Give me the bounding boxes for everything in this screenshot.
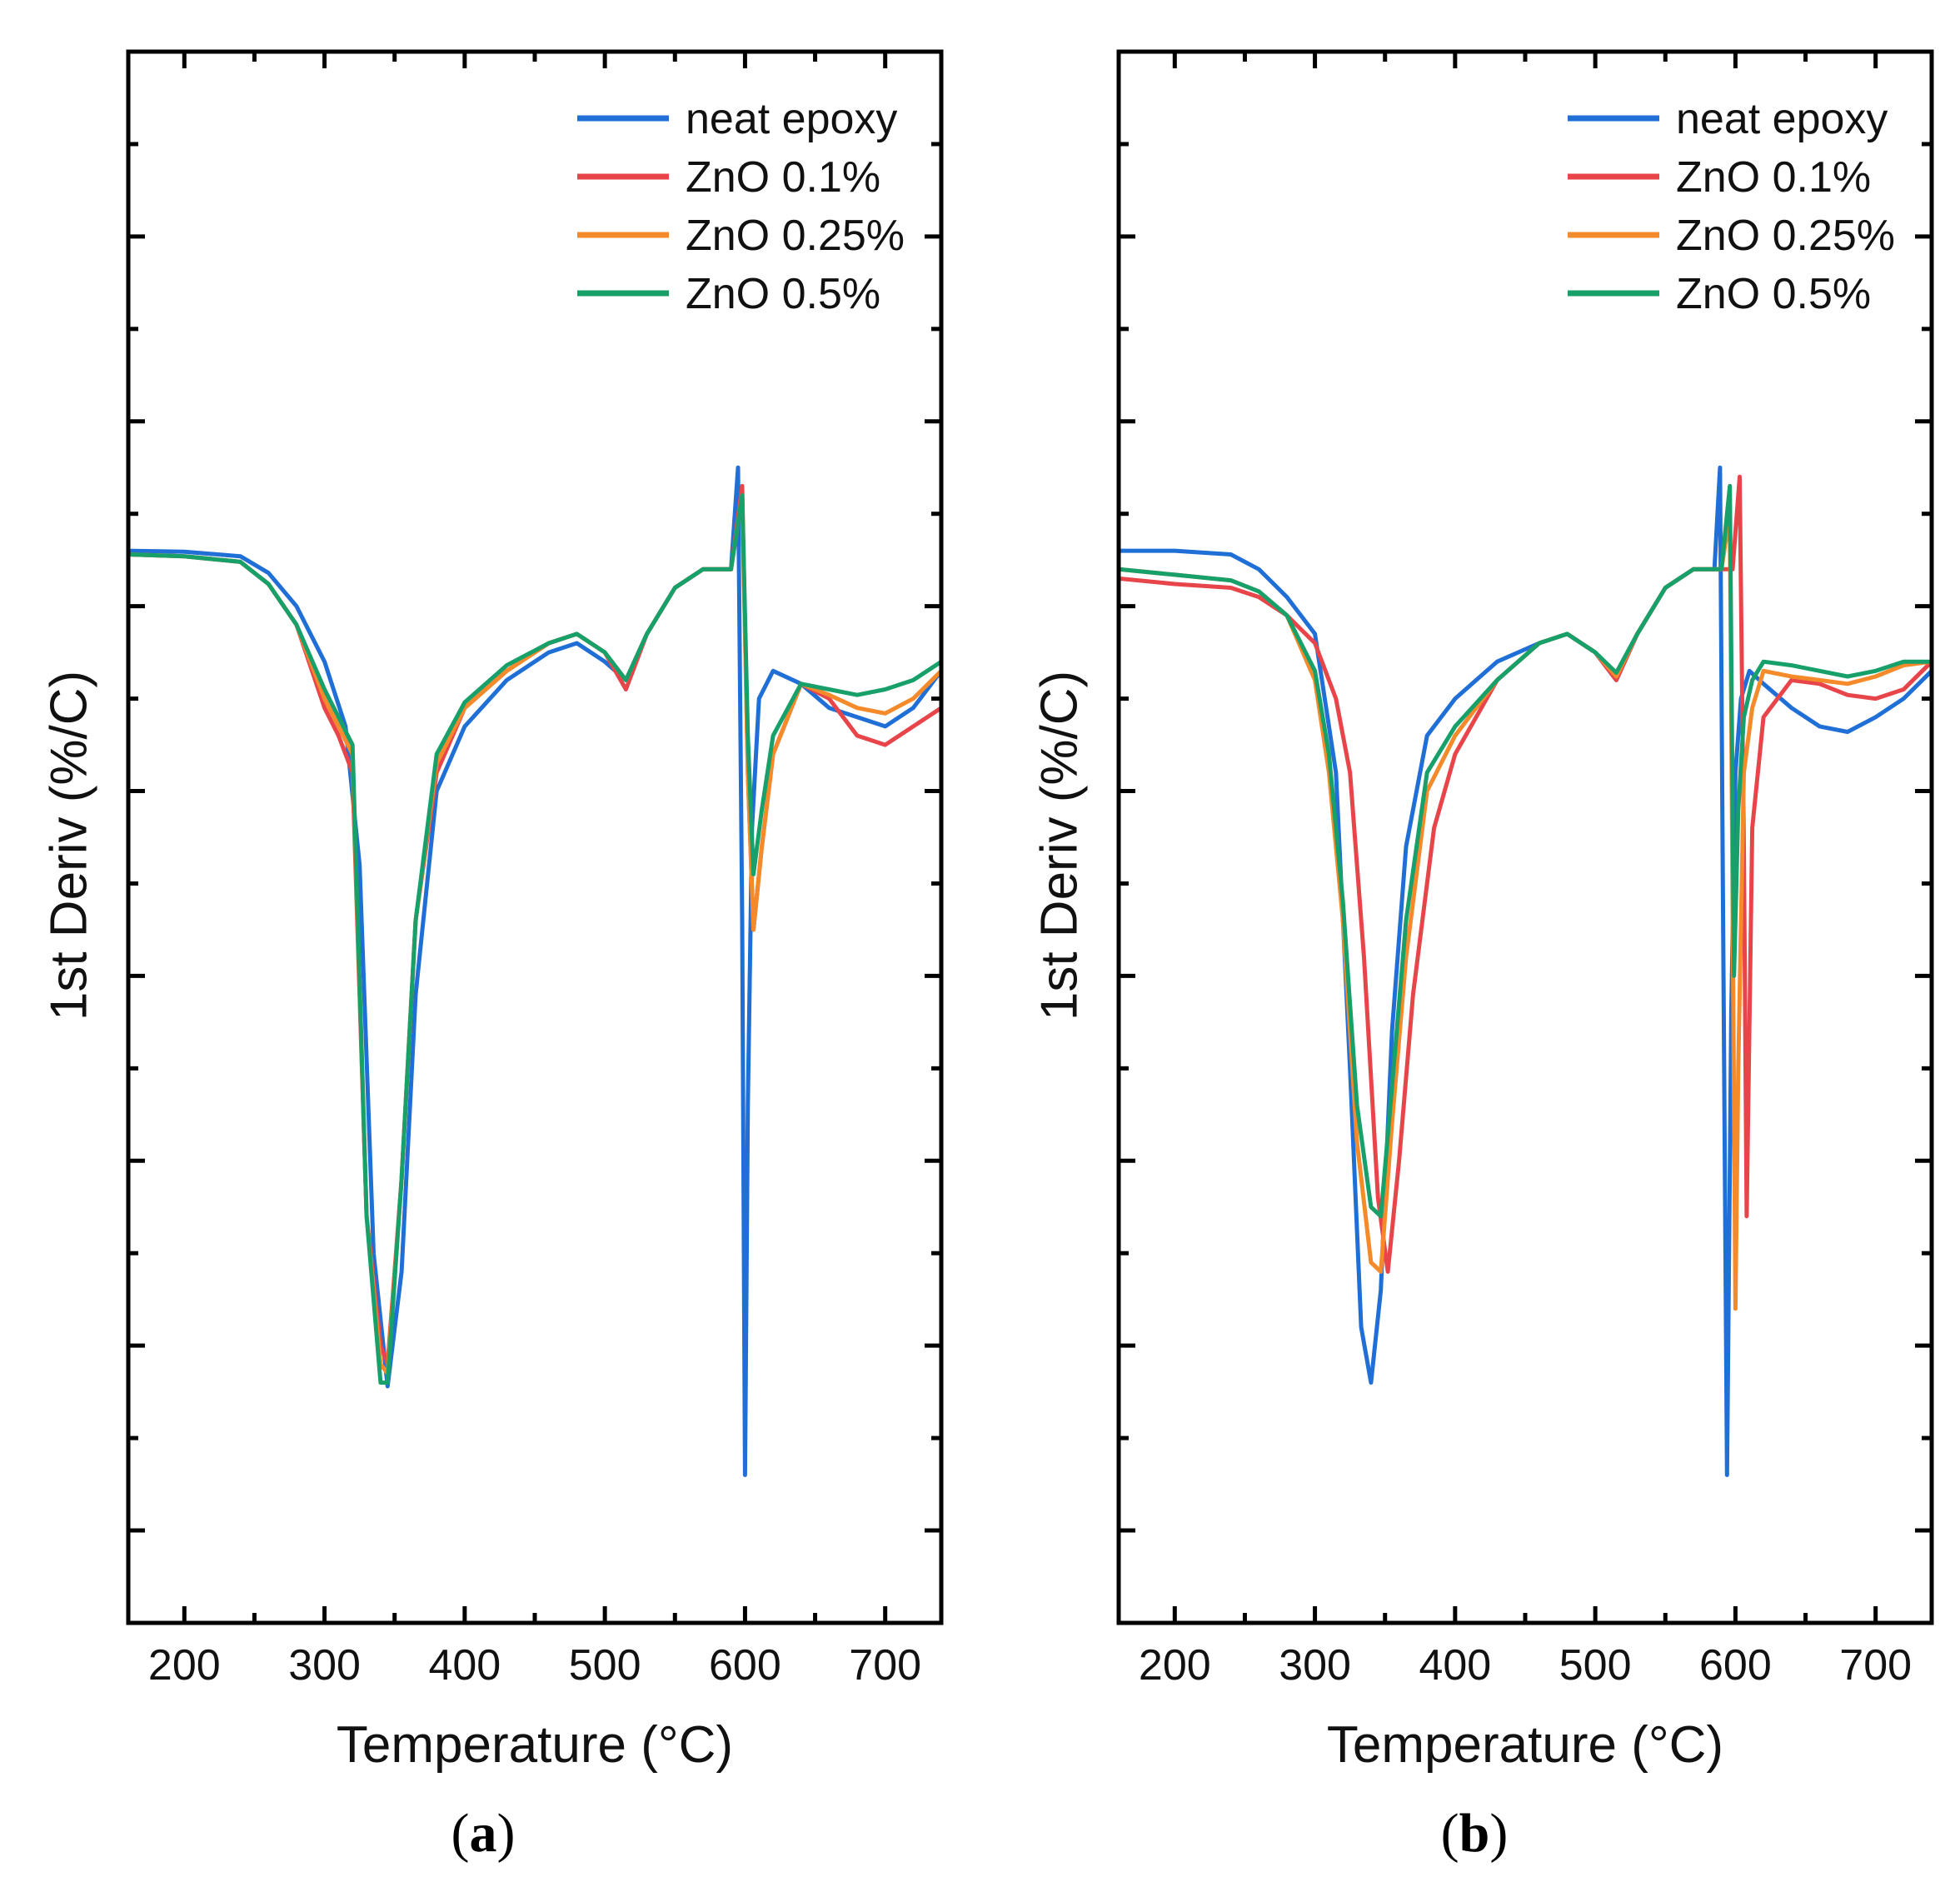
legend-label: neat epoxy <box>1676 95 1888 143</box>
x-tick-label: 700 <box>1839 1641 1912 1690</box>
legend-label: ZnO 0.5% <box>1676 270 1871 318</box>
legend-label: ZnO 0.1% <box>1676 153 1871 202</box>
series-line-zno-0-25- <box>128 493 941 1375</box>
x-tick-label: 700 <box>849 1641 921 1690</box>
x-axis-title: Temperature (°C) <box>1327 1716 1723 1774</box>
chart-panel-b: 200 300 400 500 600 700 Temperature (°C) 1st De… <box>1031 49 1934 1864</box>
x-tick-label: 400 <box>428 1641 501 1690</box>
legend-label: ZnO 0.5% <box>686 270 880 318</box>
plot-area <box>128 465 941 1477</box>
panel-label: (b) <box>1441 1803 1509 1864</box>
series-line-neat-epoxy <box>1119 465 1932 1477</box>
series-line-zno-0-25- <box>1119 512 1932 1311</box>
panel-label-letter: b <box>1459 1803 1490 1864</box>
panel-label-letter: a <box>470 1803 497 1864</box>
legend: neat epoxy ZnO 0.1% ZnO 0.25% ZnO 0.5% <box>577 95 905 318</box>
panel-label-close: ) <box>1489 1803 1508 1864</box>
x-tick-label: 300 <box>288 1641 361 1690</box>
x-tick-label: 600 <box>709 1641 781 1690</box>
x-tick-label: 500 <box>1559 1641 1632 1690</box>
series-line-zno-0-1- <box>128 483 941 1366</box>
y-axis-title: 1st Deriv (%/C) <box>41 671 98 1021</box>
x-tick-label: 200 <box>1139 1641 1211 1690</box>
y-axis-title: 1st Deriv (%/C) <box>1031 671 1089 1021</box>
panel-label-close: ) <box>497 1803 516 1864</box>
series-line-neat-epoxy <box>128 465 941 1477</box>
legend: neat epoxy ZnO 0.1% ZnO 0.25% ZnO 0.5% <box>1568 95 1895 318</box>
chart-panel-a: 200 300 400 500 600 700 Temperature (°C) 1st De… <box>41 49 944 1864</box>
panel-label: (a) <box>451 1803 516 1864</box>
panel-label-open: ( <box>1441 1803 1459 1864</box>
x-tick-label: 600 <box>1699 1641 1772 1690</box>
x-tick-label: 400 <box>1419 1641 1491 1690</box>
legend-label: ZnO 0.1% <box>686 153 880 202</box>
x-axis-title: Temperature (°C) <box>337 1716 733 1774</box>
series-line-zno-0-5- <box>1119 483 1932 1219</box>
legend-label: ZnO 0.25% <box>1676 212 1895 260</box>
x-tick-label: 300 <box>1279 1641 1351 1690</box>
legend-label: ZnO 0.25% <box>686 212 905 260</box>
panel-label-open: ( <box>451 1803 470 1864</box>
legend-label: neat epoxy <box>686 95 897 143</box>
x-tick-label: 500 <box>569 1641 641 1690</box>
series-line-zno-0-1- <box>1119 474 1932 1274</box>
series-line-zno-0-5- <box>128 493 941 1385</box>
x-tick-label: 200 <box>148 1641 221 1690</box>
plot-area <box>1119 465 1932 1477</box>
